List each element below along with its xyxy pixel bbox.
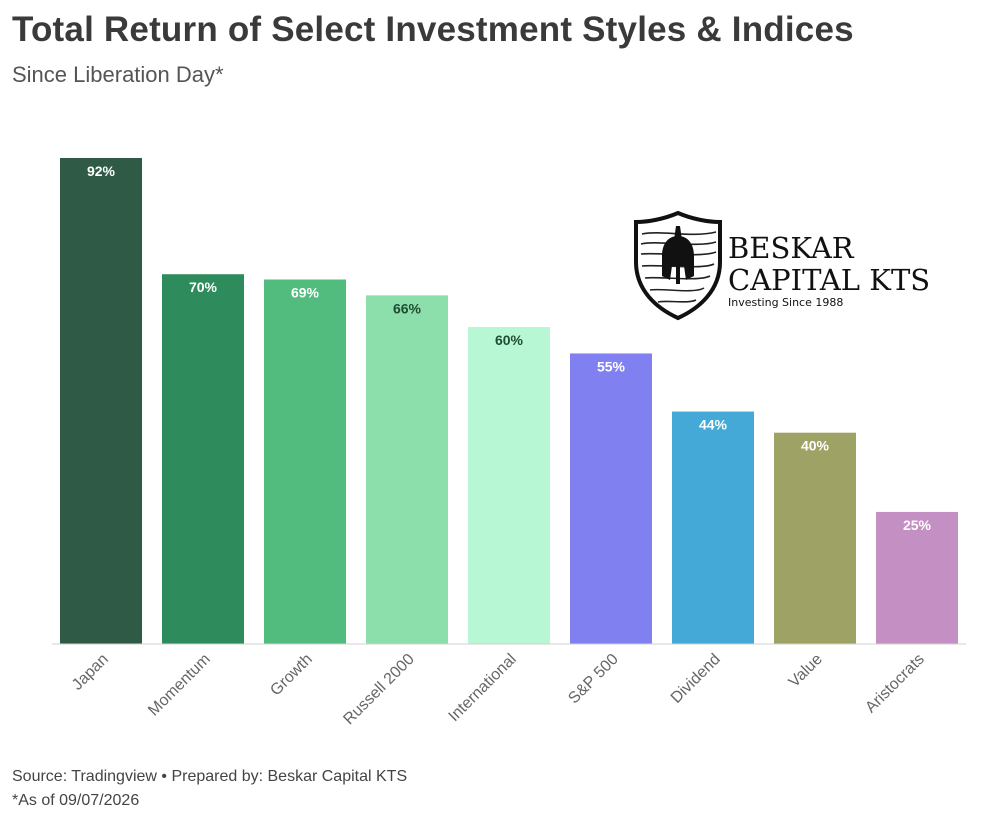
logo-tagline: Investing Since 1988: [728, 296, 844, 309]
data-label-international: 60%: [495, 332, 524, 348]
as-of-note: *As of 09/07/2026: [12, 792, 140, 809]
data-label-momentum: 70%: [189, 279, 218, 295]
x-tick-label-international: International: [446, 651, 520, 725]
bar-dividend: [672, 411, 754, 644]
x-tick-label-value: Value: [786, 651, 826, 691]
source-note: Source: Tradingview • Prepared by: Beska…: [12, 768, 408, 785]
x-tick-label-dividend: Dividend: [668, 651, 724, 707]
bar-international: [468, 327, 550, 644]
x-axis-labels: Japan Momentum Growth Russell 2000 Internati…: [69, 651, 928, 729]
logo-name-line1: BESKAR: [728, 231, 854, 265]
bar-aristocrats: [876, 511, 958, 644]
x-tick-label-japan: Japan: [69, 651, 112, 694]
logo-name-line2: CAPITAL KTS: [728, 263, 931, 297]
bar-japan: [60, 158, 142, 644]
bars-group: 92% 70% 69% 66% 60% 55% 44% 40% 25%: [60, 158, 958, 644]
x-tick-label-momentum: Momentum: [145, 651, 214, 720]
chart-subtitle: Since Liberation Day*: [12, 62, 224, 87]
chart-title: Total Return of Select Investment Styles…: [12, 10, 854, 49]
bar-russell-2000: [366, 295, 448, 644]
data-label-russell-2000: 66%: [393, 300, 422, 316]
bar-sandp-500: [570, 353, 652, 644]
spartan-helmet-shield-icon: [634, 210, 722, 321]
bar-value: [774, 432, 856, 644]
data-label-growth: 69%: [291, 285, 320, 301]
x-tick-label-russell-2000: Russell 2000: [340, 651, 418, 729]
bar-growth: [264, 279, 346, 644]
data-label-sandp-500: 55%: [597, 358, 626, 374]
data-label-japan: 92%: [87, 163, 116, 179]
beskar-capital-logo: BESKAR CAPITAL KTS Investing Since 1988: [632, 210, 952, 325]
bar-momentum: [162, 274, 244, 644]
x-tick-label-sandp-500: S&P 500: [565, 651, 622, 708]
data-label-value: 40%: [801, 438, 830, 454]
x-tick-label-growth: Growth: [267, 651, 315, 699]
data-label-dividend: 44%: [699, 417, 728, 433]
data-label-aristocrats: 25%: [903, 517, 932, 533]
x-tick-label-aristocrats: Aristocrats: [862, 651, 927, 716]
